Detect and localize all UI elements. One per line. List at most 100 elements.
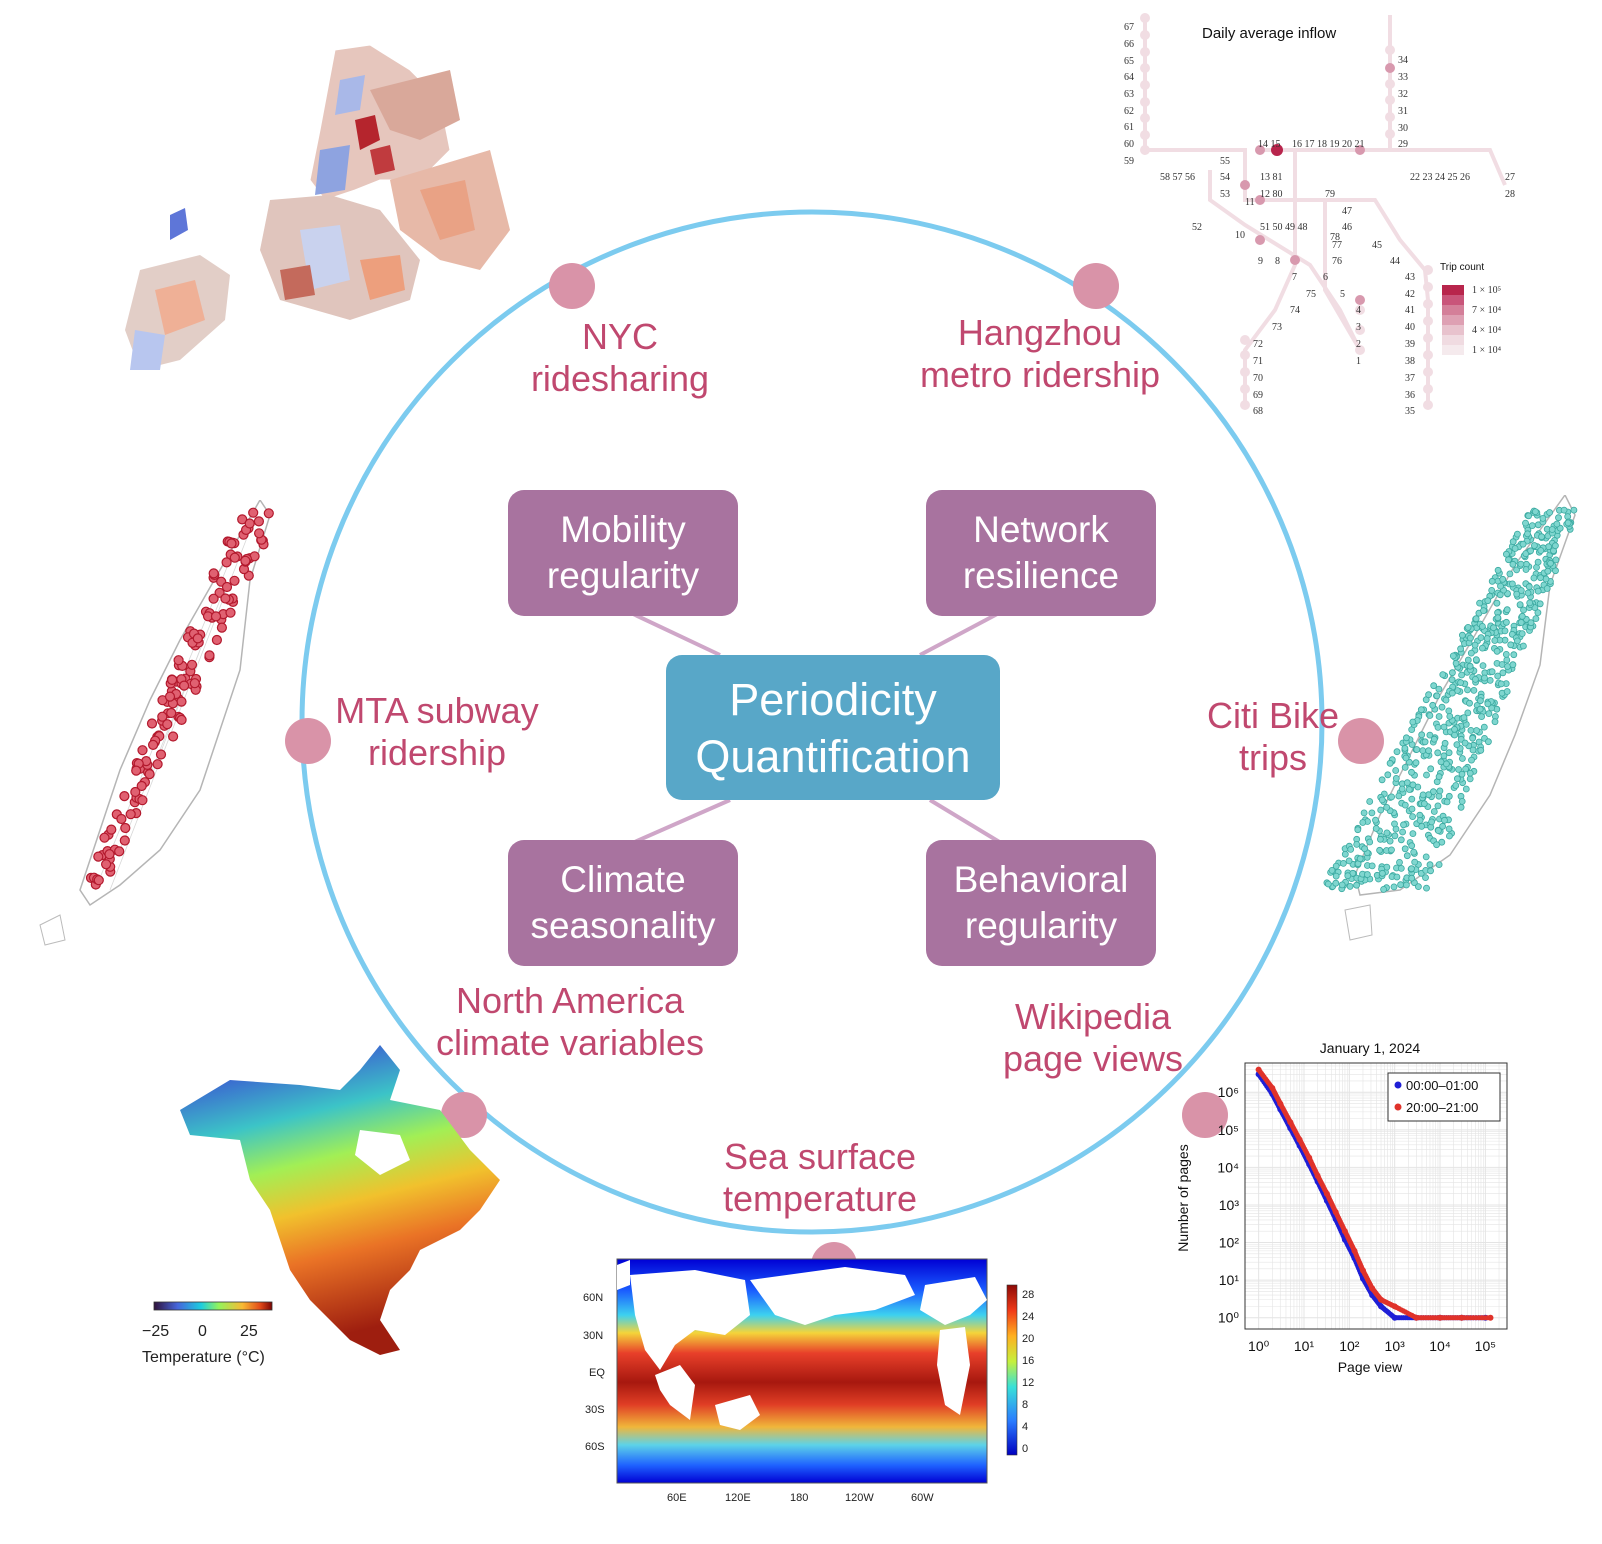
citibike-station-dot (1497, 582, 1504, 590)
citibike-station-dot (1527, 547, 1535, 555)
mta-station-dot (146, 718, 158, 729)
citibike-station-dot (1328, 866, 1336, 874)
svg-text:33: 33 (1398, 72, 1408, 83)
citibike-station-dot (1460, 714, 1468, 722)
mta-station-dot (229, 552, 240, 563)
citibike-station-dot (1519, 642, 1527, 650)
svg-text:63: 63 (1124, 89, 1134, 100)
citibike-station-dot (1458, 797, 1466, 805)
citibike-station-dot (1502, 550, 1510, 558)
citibike-station-dot (1445, 749, 1453, 757)
svg-text:36: 36 (1405, 390, 1415, 401)
mta-station-dot (248, 507, 259, 518)
y-tick-label: 10⁴ (1217, 1159, 1239, 1175)
citibike-station-dot (1388, 793, 1395, 801)
svg-text:39: 39 (1405, 339, 1415, 350)
citibike-station-dot (1359, 819, 1367, 826)
citibike-station-dot (1346, 882, 1354, 890)
mta-station-dot (208, 593, 219, 604)
citibike-station-dot (1458, 631, 1466, 639)
svg-text:34: 34 (1398, 55, 1408, 66)
citibike-station-dot (1433, 692, 1441, 700)
svg-text:9: 9 (1258, 256, 1263, 267)
svg-text:64: 64 (1124, 72, 1134, 83)
citibike-station-dot (1448, 676, 1456, 684)
citibike-station-dot (1422, 853, 1430, 861)
citibike-station-dot (1503, 688, 1511, 695)
citibike-station-dot (1408, 805, 1416, 813)
citibike-station-dot (1401, 845, 1409, 853)
citibike-station-dot (1453, 741, 1461, 749)
legend-marker-1 (1394, 1103, 1402, 1111)
citibike-station-dot (1400, 821, 1407, 829)
center-line2: Quantification (695, 730, 971, 782)
mta-station-dot (137, 745, 148, 756)
citibike-station-dot (1408, 768, 1415, 776)
citibike-station-dot (1555, 514, 1562, 522)
svg-text:53: 53 (1220, 189, 1230, 200)
x-tick-label: 10⁰ (1248, 1338, 1270, 1354)
mta-station-dot (240, 555, 251, 566)
citibike-station-dot (1478, 713, 1486, 721)
svg-text:4: 4 (1356, 305, 1361, 316)
citibike-station-dot (1570, 506, 1578, 514)
citibike-station-dot (1427, 765, 1435, 773)
citibike-map (1323, 495, 1578, 941)
svg-text:8: 8 (1275, 256, 1280, 267)
mta-station-dot (114, 846, 125, 857)
sst-lon-60w: 60W (911, 1492, 934, 1504)
center-box: Periodicity Quantification (666, 655, 1000, 800)
svg-text:7: 7 (1292, 272, 1297, 283)
svg-text:76: 76 (1332, 256, 1342, 267)
citibike-station-dot (1517, 619, 1525, 626)
mta-station-dot (186, 659, 198, 670)
citibike-station-dot (1547, 559, 1554, 567)
citibike-station-dot (1469, 746, 1477, 754)
citibike-station-dot (1436, 787, 1444, 795)
citibike-station-dot (1481, 674, 1488, 682)
citibike-station-dot (1458, 671, 1466, 679)
citibike-station-dot (1354, 826, 1362, 834)
citibike-station-dot (1542, 575, 1550, 583)
citibike-station-dot (1510, 651, 1518, 659)
label-citibike: Citi Bike trips (1178, 695, 1368, 779)
citibike-station-dot (1368, 862, 1376, 870)
svg-text:43: 43 (1405, 272, 1415, 283)
svg-text:78: 78 (1330, 232, 1340, 243)
metro-legend-item-1: 7 × 10⁴ (1472, 305, 1502, 316)
citibike-station-dot (1528, 522, 1536, 530)
mta-station-dot (176, 696, 187, 707)
citibike-station-dot (1378, 796, 1386, 804)
mta-station-dot (137, 795, 148, 806)
citibike-station-dot (1434, 802, 1442, 810)
citibike-station-dot (1425, 747, 1433, 755)
chart-legend: 00:00–01:00 20:00–21:00 (1387, 1072, 1501, 1122)
citibike-station-dot (1517, 587, 1525, 594)
citibike-station-dot (1524, 589, 1532, 597)
citibike-station-dot (1445, 707, 1453, 715)
citibike-station-dot (1526, 599, 1534, 607)
citibike-station-dot (1486, 676, 1494, 684)
citibike-station-dot (1537, 547, 1545, 554)
citibike-station-dot (1341, 850, 1349, 858)
citibike-station-dot (1421, 738, 1429, 746)
sst-lat-eq: EQ (589, 1367, 605, 1379)
metro-legend-item-0: 1 × 10⁵ (1472, 285, 1501, 296)
citibike-station-dot (1426, 861, 1434, 869)
x-tick-label: 10¹ (1294, 1338, 1315, 1354)
sst-lon-60e: 60E (667, 1492, 687, 1504)
citibike-station-dot (1472, 615, 1480, 623)
citibike-station-dot (1391, 820, 1398, 828)
citibike-station-dot (1478, 644, 1486, 652)
citibike-station-dot (1509, 661, 1517, 669)
citibike-station-dot (1457, 803, 1465, 811)
sst-cb-16: 16 (1022, 1355, 1034, 1367)
mta-station-dot (100, 859, 112, 870)
theme-mobility-line1: Mobility (560, 509, 686, 550)
sst-cb-8: 8 (1022, 1399, 1028, 1411)
dot-citibike (1338, 718, 1384, 764)
citibike-station-dot (1488, 577, 1496, 585)
citibike-station-dot (1499, 669, 1507, 677)
label-mta-line2: ridership (367, 732, 507, 773)
citibike-station-dot (1441, 739, 1449, 747)
